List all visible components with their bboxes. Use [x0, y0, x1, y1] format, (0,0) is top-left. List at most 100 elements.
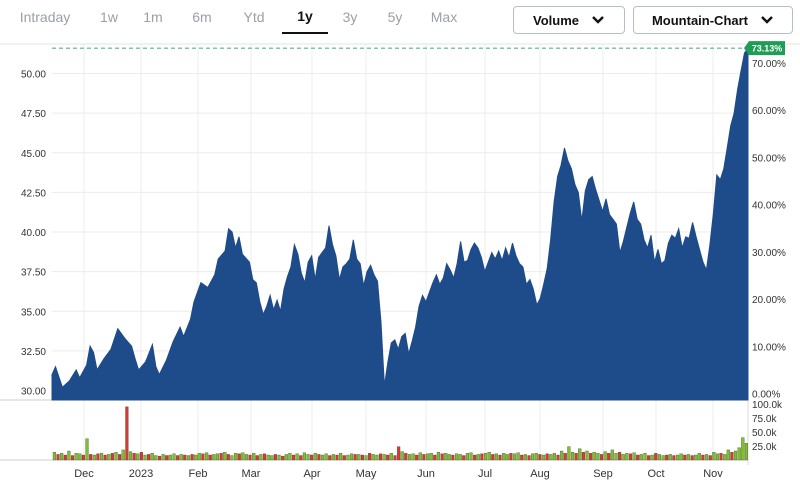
volume-dropdown[interactable]: Volume	[513, 6, 625, 34]
volume-bar	[299, 455, 303, 461]
tab-1m[interactable]: 1m	[143, 9, 163, 25]
volume-bar	[607, 453, 611, 461]
tab-intraday[interactable]: Intraday	[19, 9, 71, 25]
tab-1w[interactable]: 1w	[100, 9, 118, 25]
tab-max[interactable]: Max	[430, 9, 458, 25]
volume-bar	[252, 453, 256, 461]
volume-bar	[512, 453, 517, 461]
volume-bar	[201, 453, 205, 461]
volume-bar	[56, 454, 60, 461]
y-right-tick-label: 50.00%	[752, 153, 786, 164]
volume-bar	[128, 451, 133, 461]
volume-bar	[310, 454, 314, 461]
volume-bar	[455, 453, 459, 461]
volume-tick-label: 100.0k	[752, 400, 783, 411]
y-right-tick-label: 30.00%	[752, 248, 786, 259]
volume-bar	[386, 454, 390, 461]
volume-bar	[226, 454, 230, 461]
y-left-tick-label: 32.50	[21, 347, 46, 358]
volume-bar	[234, 453, 238, 461]
volume-bar	[592, 452, 596, 461]
volume-bar	[81, 454, 85, 461]
volume-dropdown-label: Volume	[533, 12, 579, 28]
y-left-tick-label: 40.00	[21, 228, 46, 239]
volume-bar	[96, 453, 100, 461]
volume-tick-label: 50.0k	[752, 428, 777, 439]
x-tick-label: Sep	[593, 468, 613, 480]
volume-bar	[509, 453, 513, 461]
volume-bar	[520, 454, 524, 461]
change-badge-text: 73.13%	[752, 44, 783, 54]
volume-bar	[397, 446, 401, 461]
volume-bar	[230, 455, 234, 461]
x-tick-label: Nov	[703, 468, 723, 480]
volume-bar	[411, 453, 415, 461]
volume-bar	[368, 453, 372, 461]
volume-bar	[70, 455, 75, 461]
volume-bar	[382, 454, 386, 461]
volume-bar	[154, 455, 158, 461]
range-tabs: Intraday 1w 1m 6m Ytd 1y 3y 5y Max	[0, 0, 470, 34]
volume-bar	[183, 454, 187, 461]
volume-bar	[502, 453, 506, 461]
volume-bar	[578, 448, 582, 461]
volume-bar	[538, 454, 542, 461]
volume-bar	[418, 452, 422, 461]
volume-bar	[531, 453, 535, 461]
chart-type-dropdown[interactable]: Mountain-Chart	[633, 6, 793, 34]
volume-bar	[161, 454, 165, 461]
volume-bar	[462, 455, 466, 461]
volume-bar	[556, 454, 560, 461]
tab-3y[interactable]: 3y	[342, 9, 358, 25]
volume-bar	[498, 454, 502, 461]
x-tick-label: Aug	[530, 468, 550, 480]
volume-bar	[208, 454, 212, 461]
volume-bar	[360, 454, 364, 461]
volume-bar	[291, 454, 296, 461]
volume-bar	[302, 452, 306, 461]
volume-bar	[596, 453, 600, 461]
y-right-tick-label: 70.00%	[752, 59, 786, 70]
volume-bar	[288, 453, 292, 461]
volume-bar	[516, 452, 520, 461]
x-tick-label: Jun	[417, 468, 435, 480]
volume-bar	[132, 453, 136, 461]
volume-bar	[585, 450, 589, 461]
x-tick-label: Jul	[478, 468, 492, 480]
x-tick-label: Feb	[189, 468, 208, 480]
volume-bar	[621, 454, 625, 461]
volume-bar	[628, 453, 633, 461]
volume-bar	[610, 449, 614, 461]
volume-bar	[295, 453, 299, 461]
volume-bar	[726, 449, 730, 461]
tab-6m[interactable]: 6m	[192, 9, 212, 25]
volume-bar	[661, 455, 665, 461]
tab-5y[interactable]: 5y	[387, 9, 403, 25]
volume-bar	[331, 454, 335, 461]
volume-bar	[103, 454, 107, 461]
volume-bar	[541, 454, 546, 461]
volume-bar	[313, 453, 317, 461]
y-left-tick-label: 37.50	[21, 268, 46, 279]
volume-bar	[378, 453, 383, 461]
volume-bar	[686, 454, 690, 461]
volume-bar	[63, 454, 67, 461]
volume-bar	[114, 452, 118, 461]
volume-bar	[480, 453, 484, 461]
volume-bar	[719, 453, 723, 461]
volume-bar	[697, 453, 701, 461]
volume-bar	[603, 451, 607, 461]
volume-bar	[320, 454, 325, 461]
volume-bar	[215, 453, 219, 461]
volume-bar	[433, 454, 437, 461]
volume-bar	[147, 454, 151, 461]
tab-1y[interactable]: 1y	[282, 0, 328, 34]
volume-bar	[545, 453, 549, 461]
volume-bar	[712, 452, 716, 461]
tab-ytd[interactable]: Ytd	[243, 9, 265, 25]
volume-bar	[78, 453, 82, 461]
volume-bar	[190, 454, 194, 461]
volume-bar	[244, 454, 248, 461]
y-right-tick-label: 40.00%	[752, 201, 786, 212]
